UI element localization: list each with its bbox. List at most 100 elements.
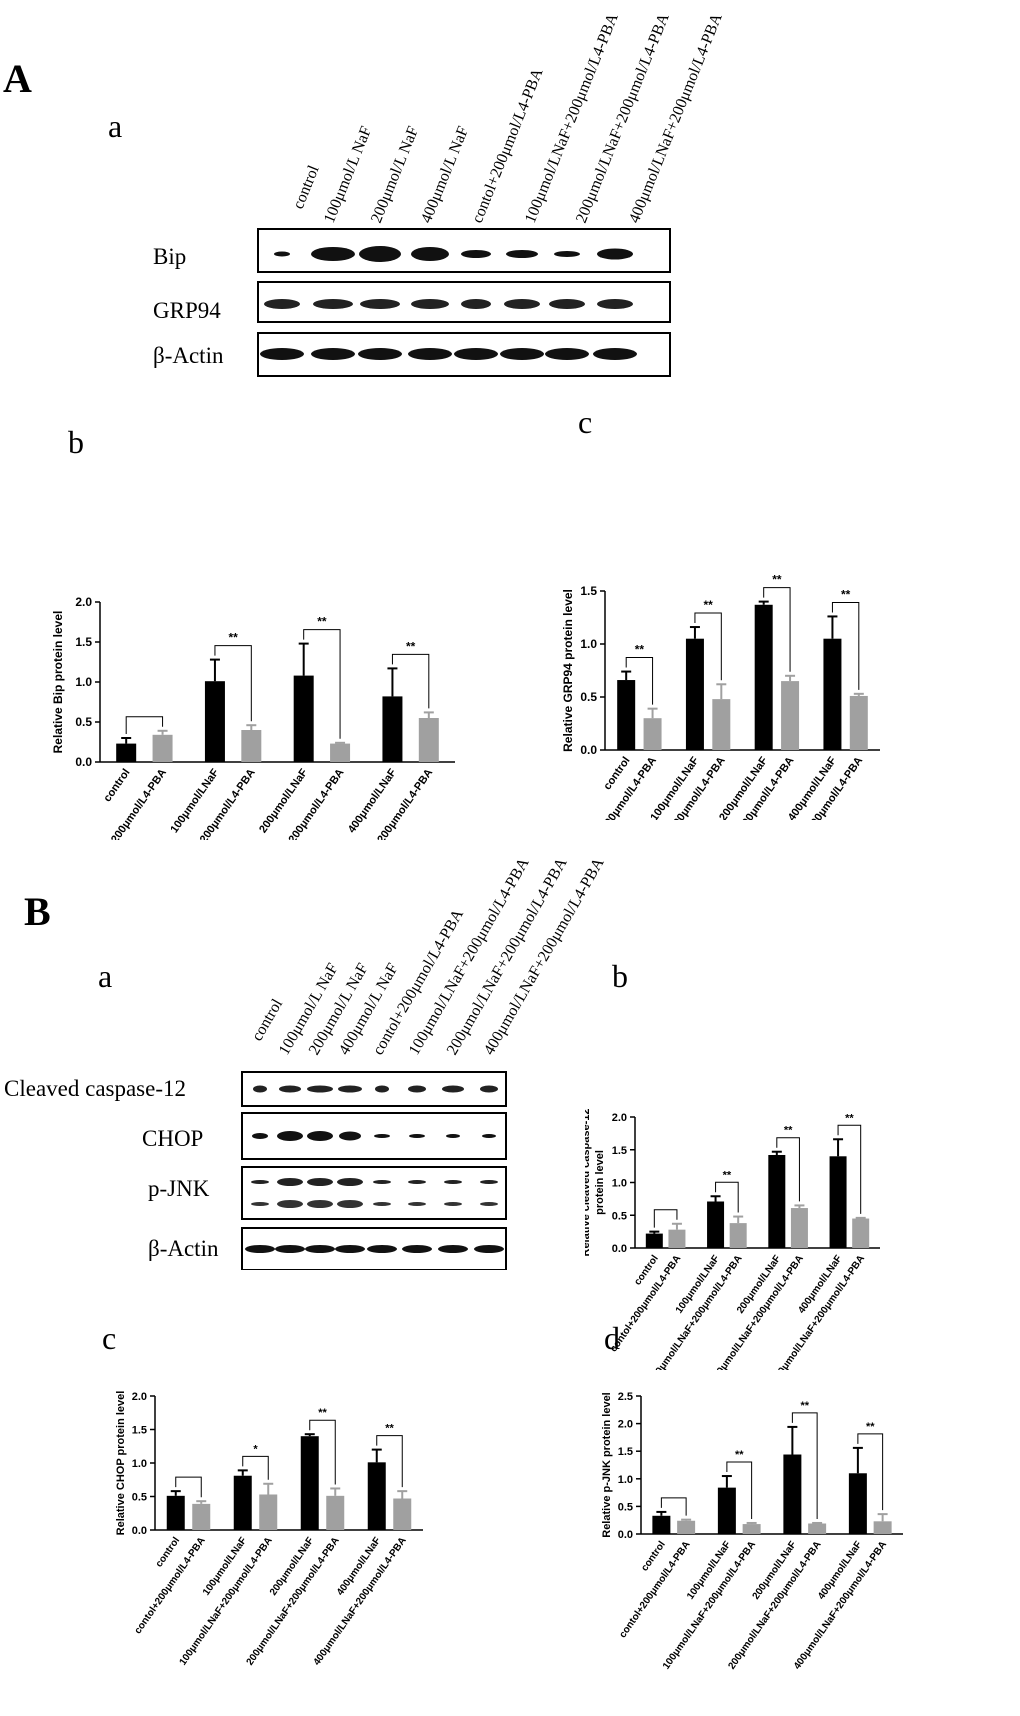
bar xyxy=(643,718,662,750)
blot-band xyxy=(367,1245,397,1253)
blot-band xyxy=(500,348,544,360)
blot-band xyxy=(374,1134,390,1138)
blot-band xyxy=(480,1202,498,1206)
blotB-row-label-actin: β-Actin xyxy=(148,1236,219,1261)
blot-band xyxy=(359,246,401,262)
blot-band xyxy=(409,1134,425,1138)
significance-bracket xyxy=(726,1461,753,1519)
significance-label: ** xyxy=(800,1400,809,1412)
subpanel-letter-Bc: c xyxy=(102,1320,117,1356)
bar xyxy=(729,1223,747,1248)
blotB-row-label-chop: CHOP xyxy=(142,1126,203,1151)
blotA-row-label-bip: Bip xyxy=(153,244,186,269)
significance-bracket xyxy=(175,1476,202,1498)
bar xyxy=(192,1503,211,1530)
y-tick-label: 0.5 xyxy=(132,1492,147,1504)
blot-band xyxy=(307,1200,333,1208)
panel-letter-A: A xyxy=(3,56,32,101)
bar xyxy=(367,1462,386,1530)
blot-band xyxy=(337,1200,363,1208)
bar xyxy=(873,1521,892,1534)
significance-bracket xyxy=(214,645,252,722)
significance-bracket xyxy=(303,629,341,739)
blotB-row-label-caspase12: Cleaved caspase-12 xyxy=(4,1076,186,1101)
bar xyxy=(707,1201,725,1248)
bar xyxy=(717,1487,736,1534)
significance-bracket xyxy=(776,1137,800,1202)
blot-band xyxy=(549,299,585,309)
bar xyxy=(848,1473,867,1534)
bar xyxy=(116,743,137,762)
bar xyxy=(808,1523,827,1534)
blotA-lane-label: 100μmol/LNaF+200μmol/L4-PBA xyxy=(522,11,622,226)
blot-band xyxy=(253,1085,267,1093)
blot-band xyxy=(373,1202,391,1206)
blotA-lane-label: 400μmol/LNaF+200μmol/L4-PBA xyxy=(626,11,726,226)
western-blot-B: control 100μmol/L NaF 200μmol/L NaF 400μ… xyxy=(0,820,620,1271)
significance-bracket xyxy=(660,1497,687,1516)
significance-bracket xyxy=(625,657,654,705)
blot-band xyxy=(260,348,304,360)
blot-band xyxy=(251,1202,269,1206)
blot-band xyxy=(474,1245,504,1253)
subpanel-letter-Bd: d xyxy=(604,1320,620,1356)
y-tick-label: 0.5 xyxy=(75,715,92,729)
blotA-lane-label: 200μmol/L NaF xyxy=(368,124,422,226)
bar xyxy=(233,1475,252,1530)
significance-label: ** xyxy=(385,1423,394,1435)
blot-band xyxy=(444,1202,462,1206)
blot-band xyxy=(375,1085,389,1093)
y-tick-label: 0.0 xyxy=(612,1243,627,1255)
y-tick-label: 1.0 xyxy=(132,1458,147,1470)
bar xyxy=(781,681,800,750)
blot-band xyxy=(461,299,491,309)
blot-band xyxy=(408,1085,426,1093)
y-axis-label: protein level xyxy=(594,1150,606,1215)
blot-band xyxy=(480,1180,498,1184)
y-tick-label: 0.5 xyxy=(612,1210,627,1222)
significance-label: ** xyxy=(845,1112,854,1124)
y-axis-label: Relative Bip protein level xyxy=(51,611,65,754)
y-tick-label: 0.0 xyxy=(580,743,597,757)
significance-bracket xyxy=(831,601,860,690)
significance-label: ** xyxy=(317,615,327,629)
blot-band xyxy=(408,1180,426,1184)
blotA-lane-label: 200μmol/LNaF+200μmol/L4-PBA xyxy=(573,11,673,226)
significance-bracket xyxy=(763,587,791,672)
blot-band xyxy=(402,1245,432,1253)
blot-band xyxy=(335,1245,365,1253)
bar xyxy=(712,699,731,750)
blot-band xyxy=(307,1085,333,1093)
significance-label: ** xyxy=(703,598,713,612)
x-tick-label: control xyxy=(101,767,132,804)
blot-band xyxy=(446,1134,460,1138)
bar xyxy=(852,1218,870,1248)
blot-band xyxy=(373,1180,391,1184)
blot-band xyxy=(461,250,491,258)
blot-band xyxy=(339,1131,361,1141)
significance-bracket xyxy=(715,1181,739,1213)
y-tick-label: 1.5 xyxy=(75,635,92,649)
significance-bracket xyxy=(125,716,164,734)
bar xyxy=(166,1495,185,1530)
bar-chart-bip: 0.0 0.5 1.0 1.5 2.0 Relative Bip protein leve… xyxy=(51,595,455,840)
bar xyxy=(204,681,225,762)
significance-label: ** xyxy=(772,573,782,587)
bar xyxy=(652,1515,671,1534)
blotA-lane-label: 100μmol/L NaF xyxy=(321,124,375,226)
blot-band xyxy=(506,250,538,258)
blot-band xyxy=(593,348,637,360)
bar xyxy=(754,604,773,750)
blot-B-lane-labels: control 100μmol/L NaF 200μmol/L NaF 400μ… xyxy=(249,855,608,1058)
blotB-lane-label: control xyxy=(249,996,287,1044)
blot-B-image: control 100μmol/L NaF 200μmol/L NaF 400μ… xyxy=(4,855,608,1271)
blot-band xyxy=(305,1245,335,1253)
bar xyxy=(790,1208,808,1248)
blot-band xyxy=(274,251,290,257)
y-tick-label: 1.0 xyxy=(580,637,597,651)
y-tick-label: 2.0 xyxy=(618,1419,633,1431)
blot-band xyxy=(444,1180,462,1184)
bar xyxy=(645,1233,663,1248)
y-tick-label: 1.5 xyxy=(612,1145,627,1157)
bar xyxy=(241,730,262,762)
